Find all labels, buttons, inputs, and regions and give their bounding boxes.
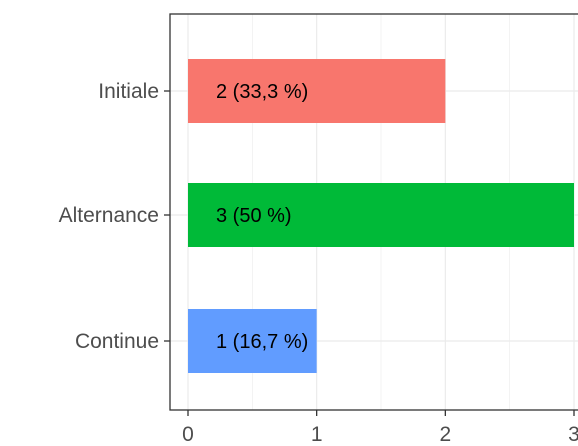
bar-alternance <box>188 183 574 247</box>
panel-border <box>169 13 578 411</box>
x-tick-label: 0 <box>182 423 194 446</box>
axes: Initiale Alternance Continue 0 1 2 3 <box>59 80 578 446</box>
x-tick-label: 1 <box>311 423 323 446</box>
bar-continue <box>188 309 317 373</box>
y-tick-label-alternance: Alternance <box>59 204 159 227</box>
x-tick-label: 2 <box>439 423 451 446</box>
data-label-alternance: 3 (50 %) <box>216 205 292 227</box>
data-labels: 2 (33,3 %) 3 (50 %) 1 (16,7 %) <box>216 81 308 353</box>
bars <box>188 59 574 373</box>
data-label-initiale: 2 (33,3 %) <box>216 81 308 103</box>
y-tick-label-continue: Continue <box>75 330 159 353</box>
x-tick-label: 3 <box>568 423 578 446</box>
data-label-continue: 1 (16,7 %) <box>216 331 308 353</box>
y-tick-label-initiale: Initiale <box>98 80 159 103</box>
bar-initiale <box>188 59 446 123</box>
